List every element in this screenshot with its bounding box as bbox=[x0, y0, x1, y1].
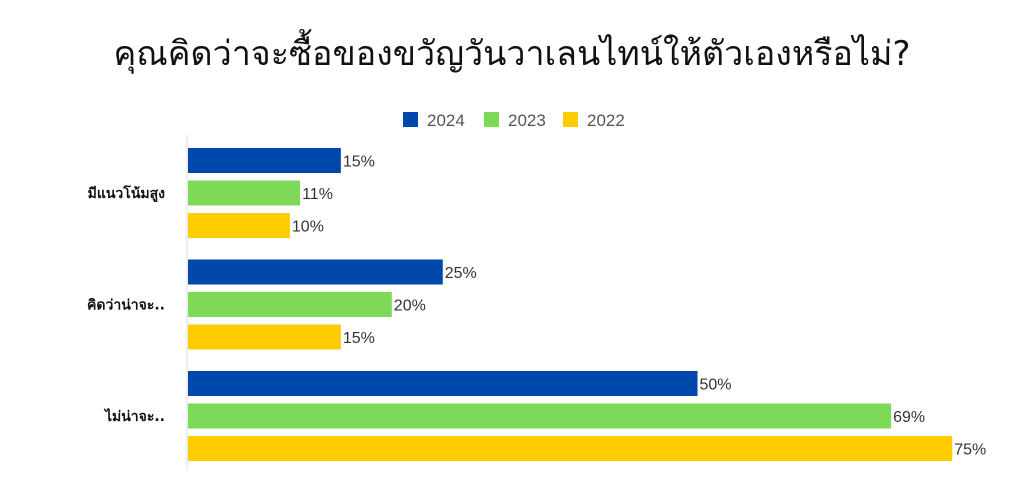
category-label-2: คิดว่าน่าจะ.. bbox=[87, 298, 165, 314]
value-label-2023-1: 11% bbox=[302, 186, 333, 203]
value-label-2023-3: 69% bbox=[893, 409, 925, 426]
value-label-2022-2: 15% bbox=[343, 330, 375, 347]
bar-2023-3 bbox=[188, 403, 892, 429]
chart-legend: 2024 2023 2022 bbox=[403, 111, 625, 130]
category-label-1: มีแนวโน้มสูง bbox=[88, 184, 166, 202]
legend-swatch-2022 bbox=[563, 112, 578, 127]
legend-label-2022: 2022 bbox=[587, 111, 625, 130]
category-labels: มีแนวโน้มสูงคิดว่าน่าจะ.. ไม่น่าจะ.. bbox=[87, 184, 165, 425]
chart-title: คุณคิดว่าจะซื้อของขวัญวันวาเลนไทน์ให้ตัว… bbox=[113, 34, 911, 74]
bar-2022-3 bbox=[188, 436, 953, 461]
legend-swatch-2023 bbox=[484, 112, 499, 127]
bar-2024-1 bbox=[188, 148, 341, 173]
value-label-2023-2: 20% bbox=[394, 298, 426, 315]
bar-2022-1 bbox=[188, 213, 290, 238]
bar-2023-2 bbox=[188, 292, 392, 317]
value-label-2024-1: 15% bbox=[343, 154, 375, 171]
bar-series-group: 15% 11% 10% 25% 20% 15% 50% 69% 75% bbox=[188, 148, 986, 461]
bar-2022-2 bbox=[188, 324, 341, 350]
value-label-2022-1: 10% bbox=[292, 219, 324, 236]
legend-label-2023: 2023 bbox=[508, 111, 546, 130]
value-label-2024-2: 25% bbox=[445, 265, 477, 282]
bar-2024-2 bbox=[188, 259, 443, 285]
legend-swatch-2024 bbox=[403, 112, 418, 127]
value-label-2024-3: 50% bbox=[700, 377, 732, 394]
value-label-2022-3: 75% bbox=[954, 442, 986, 459]
bar-2024-3 bbox=[188, 371, 698, 396]
category-label-3: ไม่น่าจะ.. bbox=[103, 407, 165, 425]
legend-label-2024: 2024 bbox=[427, 111, 465, 130]
bar-2023-1 bbox=[188, 180, 301, 206]
